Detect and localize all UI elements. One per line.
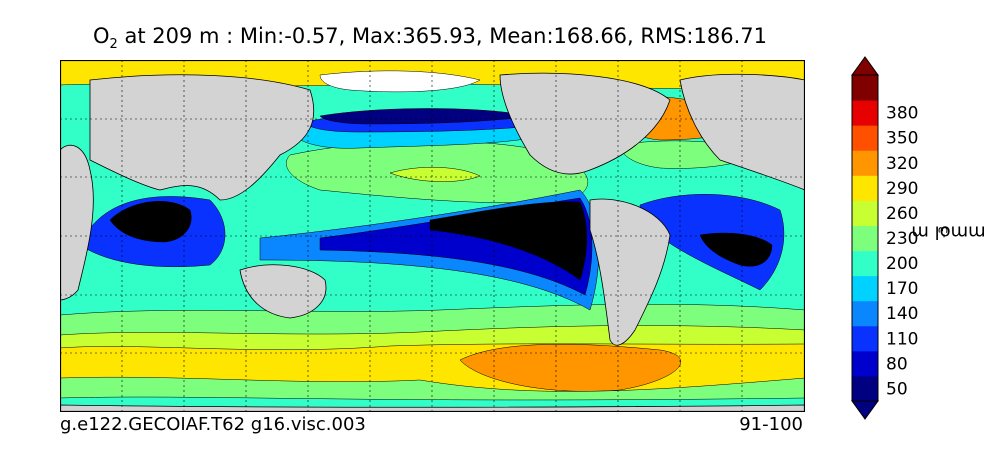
colorbar-swatch xyxy=(852,75,878,101)
colorbar-tick-label: 350 xyxy=(886,129,918,149)
colorbar-tick-label: 50 xyxy=(886,379,908,399)
contour-npac-darkblue xyxy=(319,108,531,125)
land-australia xyxy=(239,264,327,319)
colorbar-tick-label: 170 xyxy=(886,279,918,299)
colorbar-swatch xyxy=(852,200,878,226)
colorbar-swatch xyxy=(852,225,878,252)
colorbar-extend-min xyxy=(851,400,879,420)
colorbar-tick-label: 230 xyxy=(886,229,918,249)
contour-etp-black xyxy=(429,201,587,281)
colorbar-swatch xyxy=(852,175,878,201)
contour-atl-black xyxy=(699,232,773,267)
colorbar-swatch xyxy=(852,350,878,377)
land-africa xyxy=(60,144,94,301)
colorbar-swatch xyxy=(852,325,878,352)
land-europe xyxy=(679,73,805,191)
colorbar-swatch xyxy=(852,300,878,327)
colorbar-swatch xyxy=(852,250,878,277)
colorbar-tick-label: 290 xyxy=(886,179,918,199)
contour-band-290-south xyxy=(459,344,681,392)
colorbar-swatch xyxy=(852,100,878,126)
land-north-america xyxy=(499,72,671,175)
colorbar-tick-label: 320 xyxy=(886,154,918,174)
colorbar: 50 80 110 140 170 200 230 260 290 320 350 380 xyxy=(851,56,918,420)
contour-npac-green-island xyxy=(389,167,481,182)
colorbar-tick-label: 80 xyxy=(886,354,908,374)
land-south-america xyxy=(589,198,671,346)
map-frame xyxy=(60,60,805,412)
title-symbol: O2 xyxy=(93,24,118,53)
colorbar-tick-label: 200 xyxy=(886,254,918,274)
colorbar-tick-label: 260 xyxy=(886,204,918,224)
colorbar-tick-label: 140 xyxy=(886,304,918,324)
sea-ice-arctic xyxy=(319,70,481,93)
colorbar-swatch xyxy=(852,375,878,402)
title-stats: at 209 m : Min:-0.57, Max:365.93, Mean:1… xyxy=(117,24,767,48)
land-asia xyxy=(89,74,315,201)
graticule xyxy=(60,60,805,412)
colorbar-extend-max xyxy=(851,56,879,76)
colorbar-tick-label: 380 xyxy=(886,104,918,124)
contour-indian-black xyxy=(109,201,192,243)
year-range: 91-100 xyxy=(739,414,803,435)
colorbar-frame xyxy=(851,74,879,402)
colorbar-unit-label: mmol m -3 xyxy=(910,221,986,243)
ocean-map xyxy=(60,60,805,412)
colorbar-tick-label: 110 xyxy=(886,329,918,349)
case-name: g.e122.GECOIAF.T62 g16.visc.003 xyxy=(60,414,366,435)
colorbar-swatch xyxy=(852,125,878,151)
land-masses xyxy=(60,72,805,412)
colorbar-swatch xyxy=(852,150,878,176)
colorbar-swatch xyxy=(852,275,878,302)
plot-title: O2 at 209 m : Min:-0.57, Max:365.93, Mea… xyxy=(0,22,860,59)
